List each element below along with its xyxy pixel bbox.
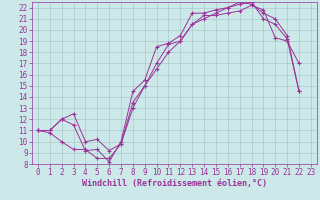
X-axis label: Windchill (Refroidissement éolien,°C): Windchill (Refroidissement éolien,°C) [82,179,267,188]
